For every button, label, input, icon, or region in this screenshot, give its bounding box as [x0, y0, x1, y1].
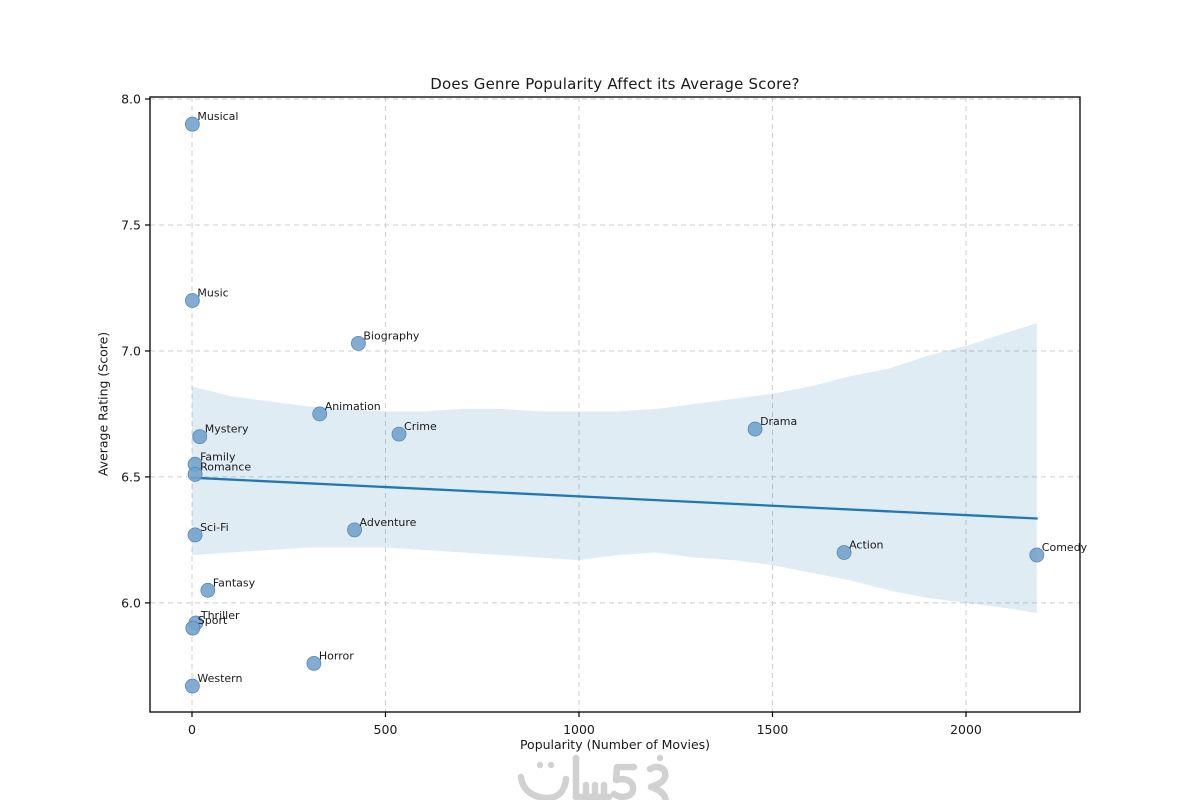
y-tick-label-6.5: 6.5: [121, 469, 141, 484]
x-tick-label-0: 0: [188, 722, 196, 737]
data-point-mystery: [192, 429, 208, 445]
y-tick-label-7.5: 7.5: [121, 217, 141, 232]
data-point-fantasy: [200, 582, 216, 598]
data-point-drama: [747, 421, 763, 437]
point-label-crime: Crime: [404, 420, 437, 433]
point-label-biography: Biography: [363, 329, 420, 342]
confidence-band: [192, 323, 1037, 613]
x-axis-label: Popularity (Number of Movies): [519, 737, 711, 752]
point-label-thriller: Thriller: [200, 609, 240, 622]
data-point-romance: [187, 467, 203, 482]
khamsat-watermark-glyphs: [517, 754, 669, 800]
point-label-action: Action: [849, 539, 883, 552]
point-label-music: Music: [197, 287, 228, 300]
point-label-fantasy: Fantasy: [213, 576, 256, 589]
point-label-romance: Romance: [200, 460, 251, 473]
data-point-western: [184, 678, 200, 694]
point-label-horror: Horror: [319, 649, 354, 662]
y-tick-label-8: 8.0: [121, 92, 141, 107]
data-point-music: [184, 293, 200, 308]
y-tick-label-6: 6.0: [121, 595, 141, 610]
point-label-family: Family: [200, 450, 236, 463]
data-point-horror: [306, 655, 322, 671]
data-point-sci-fi: [187, 527, 203, 543]
data-point-action: [836, 545, 852, 560]
chart-title: Does Genre Popularity Affect its Average…: [430, 75, 800, 93]
point-label-sport: Sport: [198, 614, 228, 627]
data-point-biography: [350, 336, 366, 351]
point-label-sci-fi: Sci-Fi: [200, 521, 229, 534]
point-label-drama: Drama: [760, 415, 797, 428]
regression-line: [190, 476, 1038, 520]
x-tick-label-2000: 2000: [950, 722, 982, 737]
point-label-mystery: Mystery: [205, 423, 249, 436]
data-point-animation: [312, 406, 328, 422]
point-label-adventure: Adventure: [360, 516, 417, 529]
data-point-comedy: [1029, 547, 1045, 563]
point-label-musical: Musical: [197, 110, 238, 123]
x-tick-label-1500: 1500: [757, 722, 789, 737]
data-point-crime: [391, 426, 407, 442]
data-point-musical: [184, 116, 200, 132]
data-point-sport: [185, 620, 201, 636]
plot-frame: [149, 96, 1081, 713]
x-tick-label-1000: 1000: [563, 722, 595, 737]
point-label-animation: Animation: [325, 400, 381, 413]
data-point-adventure: [347, 522, 362, 538]
point-label-comedy: Comedy: [1042, 541, 1088, 554]
x-tick-label-500: 500: [374, 722, 398, 737]
y-tick-label-7: 7.0: [121, 343, 141, 358]
point-label-western: Western: [197, 672, 242, 685]
khamsat-watermark: [517, 754, 669, 800]
